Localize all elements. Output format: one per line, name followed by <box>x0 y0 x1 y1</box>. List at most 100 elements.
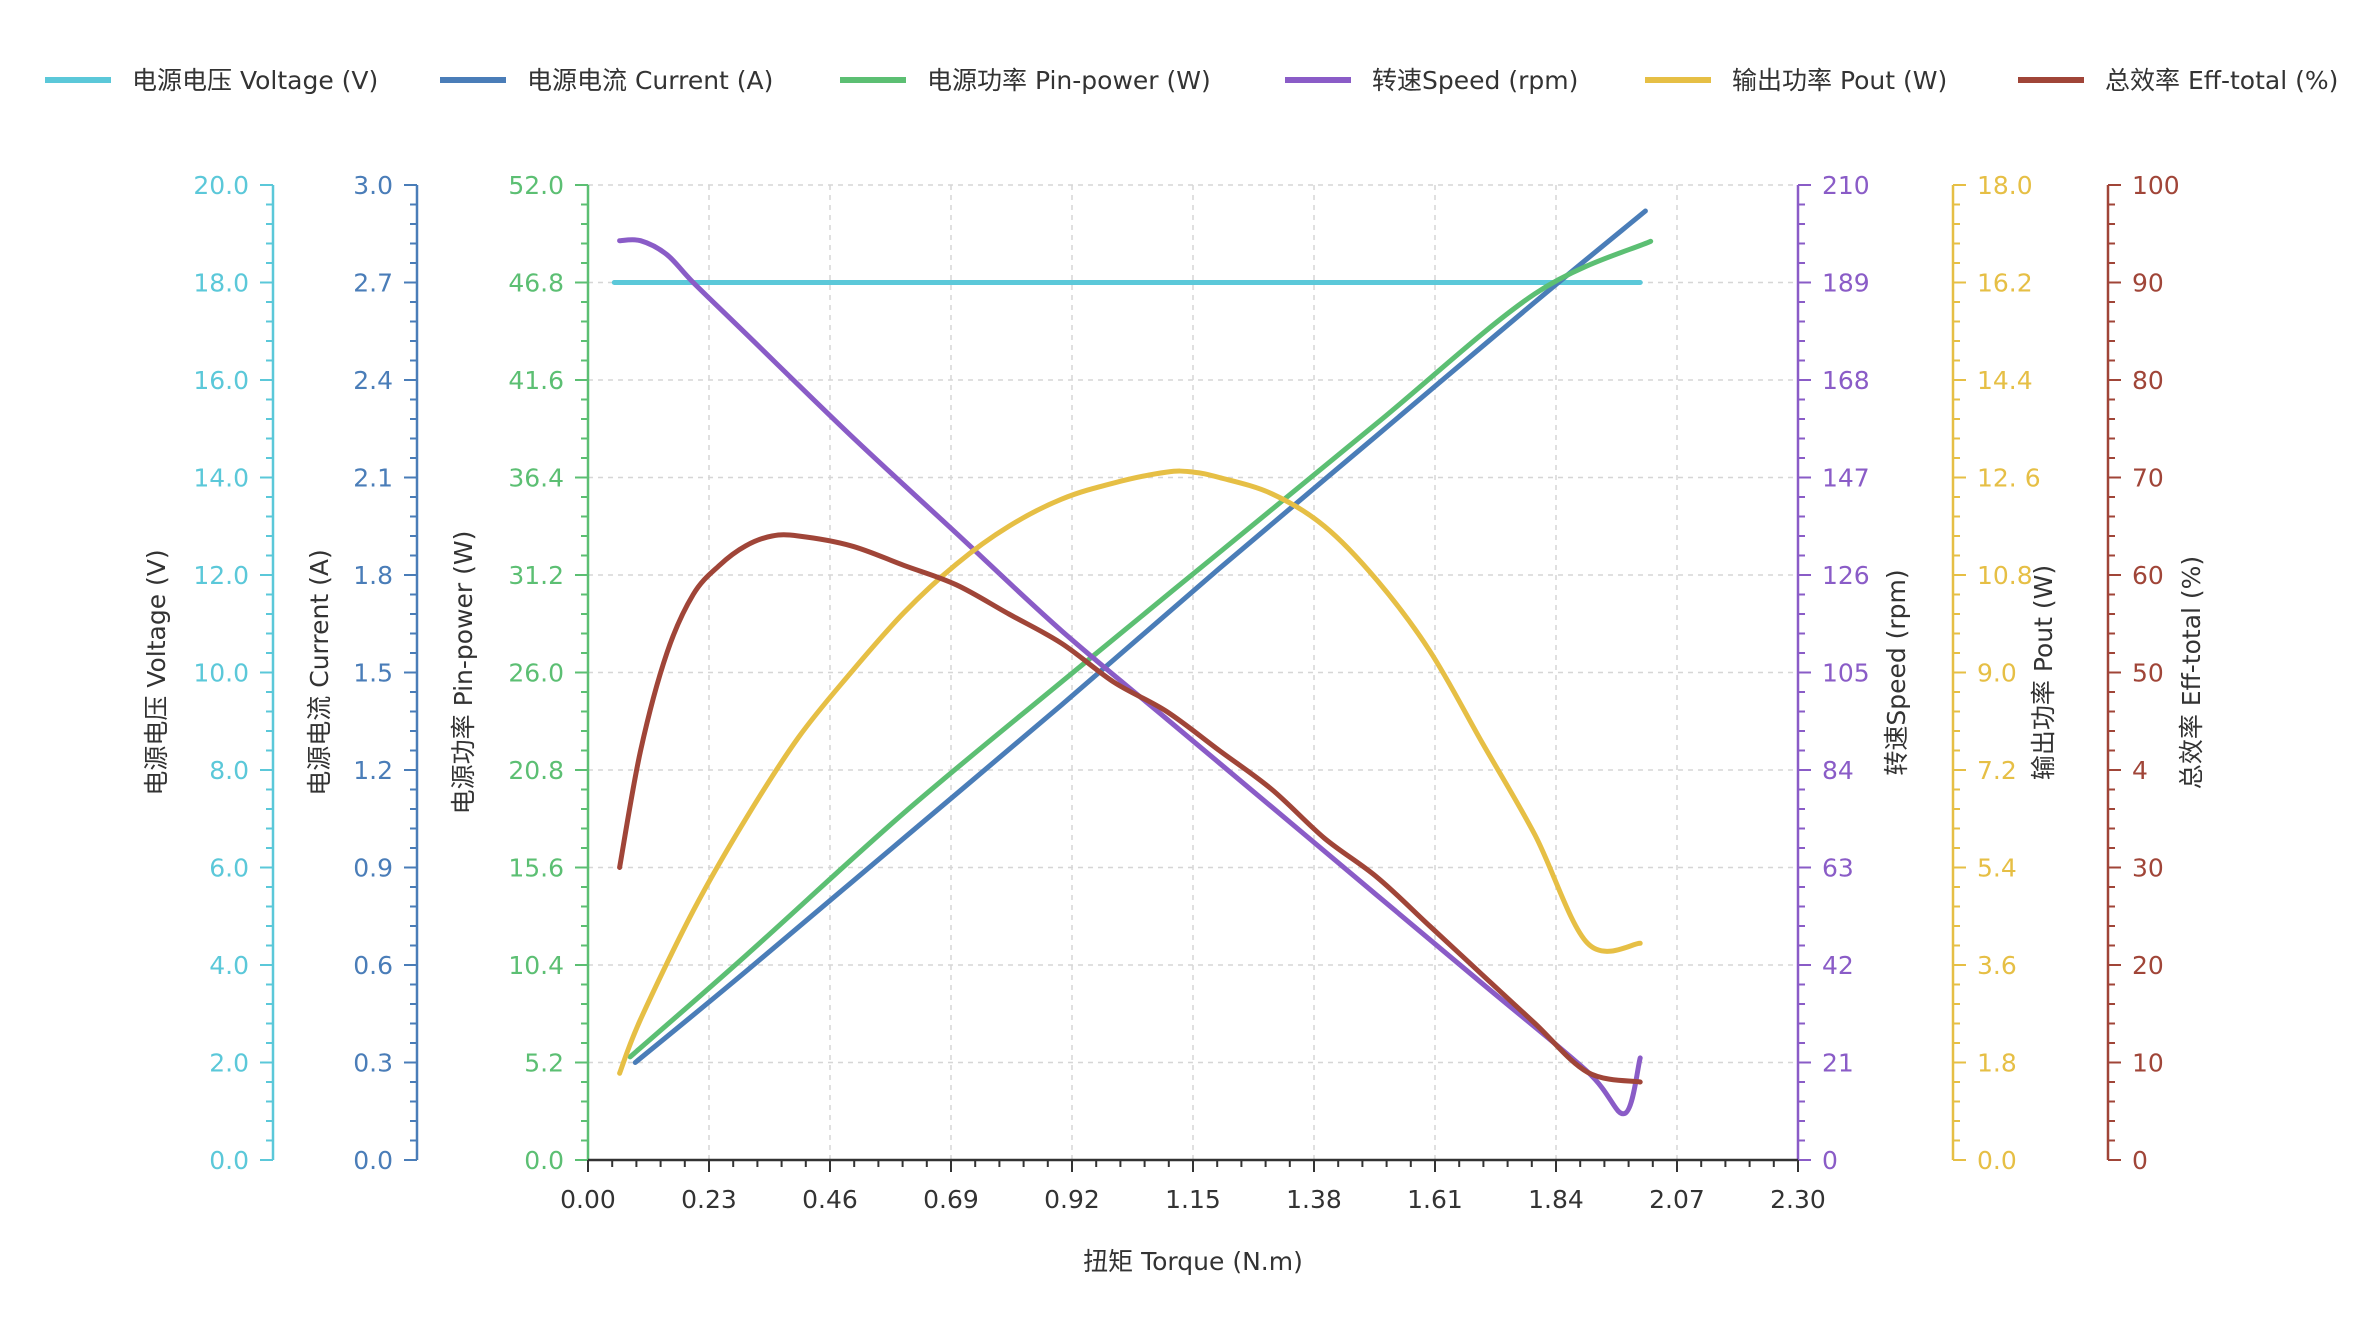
eff-tick-label: 90 <box>2132 269 2164 298</box>
pin-tick-label: 36.4 <box>508 464 564 493</box>
x-tick-label: 0.23 <box>681 1185 737 1214</box>
pout-tick-label: 9.0 <box>1977 659 2017 688</box>
x-tick-label: 0.00 <box>560 1185 616 1214</box>
current-tick-label: 1.2 <box>353 756 393 785</box>
pin-tick-label: 10.4 <box>508 951 564 980</box>
x-tick-label: 2.07 <box>1649 1185 1705 1214</box>
eff-axis-title: 总效率 Eff-total (%) <box>2177 556 2206 789</box>
series-line-speed <box>617 237 1643 1117</box>
current-tick-label: 0.6 <box>353 951 393 980</box>
pin-tick-label: 31.2 <box>508 561 564 590</box>
eff-tick-label: 0 <box>2132 1146 2148 1175</box>
x-tick-label: 1.38 <box>1286 1185 1342 1214</box>
speed-axis-title: 转速Speed (rpm) <box>1882 569 1911 775</box>
pout-tick-label: 5.4 <box>1977 854 2017 883</box>
pout-tick-label: 0.0 <box>1977 1146 2017 1175</box>
x-tick-label: 1.61 <box>1407 1185 1463 1214</box>
legend-label-current: 电源电流 Current (A) <box>527 66 773 95</box>
x-tick-label: 0.46 <box>802 1185 858 1214</box>
eff-tick-label: 80 <box>2132 366 2164 395</box>
pout-axis-title: 输出功率 Pout (W) <box>2029 565 2058 780</box>
grid <box>588 184 1799 1160</box>
x-tick-label: 2.30 <box>1770 1185 1826 1214</box>
legend-label-pin: 电源功率 Pin-power (W) <box>927 66 1211 95</box>
eff-tick-label: 70 <box>2132 464 2164 493</box>
pin-tick-label: 46.8 <box>508 269 564 298</box>
current-axis-title: 电源电流 Current (A) <box>305 549 334 795</box>
eff-tick-label: 100 <box>2132 171 2180 200</box>
speed-tick-label: 210 <box>1822 171 1870 200</box>
x-axis-title: 扭矩 Torque (N.m) <box>1083 1247 1303 1276</box>
pin-axis-title: 电源功率 Pin-power (W) <box>449 531 478 815</box>
current-tick-label: 0.9 <box>353 854 393 883</box>
speed-tick-label: 105 <box>1822 659 1870 688</box>
pout-tick-label: 1.8 <box>1977 1049 2017 1078</box>
pin-tick-label: 52.0 <box>508 171 564 200</box>
speed-tick-label: 0 <box>1822 1146 1838 1175</box>
voltage-tick-label: 0.0 <box>209 1146 249 1175</box>
eff-tick-label: 10 <box>2132 1049 2164 1078</box>
eff-tick-label: 20 <box>2132 951 2164 980</box>
series-line-eff <box>617 532 1643 1085</box>
pin-tick-label: 41.6 <box>508 366 564 395</box>
current-tick-label: 0.0 <box>353 1146 393 1175</box>
current-tick-label: 2.1 <box>353 464 393 493</box>
pout-tick-label: 3.6 <box>1977 951 2017 980</box>
voltage-tick-label: 18.0 <box>193 269 249 298</box>
current-tick-label: 1.8 <box>353 561 393 590</box>
x-tick-label: 1.15 <box>1165 1185 1221 1214</box>
voltage-tick-label: 2.0 <box>209 1049 249 1078</box>
voltage-tick-label: 6.0 <box>209 854 249 883</box>
series-line-pin <box>627 238 1654 1060</box>
pin-tick-label: 15.6 <box>508 854 564 883</box>
pin-tick-label: 5.2 <box>524 1049 564 1078</box>
speed-tick-label: 21 <box>1822 1049 1854 1078</box>
eff-tick-label: 30 <box>2132 854 2164 883</box>
current-tick-label: 2.4 <box>353 366 393 395</box>
x-tick-label: 0.92 <box>1044 1185 1100 1214</box>
legend-label-speed: 转速Speed (rpm) <box>1372 66 1578 95</box>
voltage-tick-label: 8.0 <box>209 756 249 785</box>
pout-tick-label: 10.8 <box>1977 561 2033 590</box>
legend: 电源电压 Voltage (V) 电源电流 Current (A) 电源功率 Pin… <box>45 66 2338 95</box>
speed-tick-label: 168 <box>1822 366 1870 395</box>
pout-tick-label: 14.4 <box>1977 366 2033 395</box>
pout-tick-label: 7.2 <box>1977 756 2017 785</box>
pin-tick-label: 20.8 <box>508 756 564 785</box>
pin-tick-label: 26.0 <box>508 659 564 688</box>
pout-tick-label: 18.0 <box>1977 171 2033 200</box>
pin-tick-label: 0.0 <box>524 1146 564 1175</box>
voltage-tick-label: 16.0 <box>193 366 249 395</box>
speed-tick-label: 84 <box>1822 756 1854 785</box>
legend-label-eff: 总效率 Eff-total (%) <box>2105 66 2338 95</box>
voltage-tick-label: 10.0 <box>193 659 249 688</box>
speed-tick-label: 189 <box>1822 269 1870 298</box>
axes: 0.0 2.0 4.0 6.0 8.0 10.0 12.0 14.0 16.0 18.0 20.0 电… <box>142 171 2206 1214</box>
eff-tick-label: 50 <box>2132 659 2164 688</box>
voltage-tick-label: 12.0 <box>193 561 249 590</box>
series-lines <box>611 208 1654 1117</box>
current-tick-label: 1.5 <box>353 659 393 688</box>
current-tick-label: 3.0 <box>353 171 393 200</box>
speed-tick-label: 126 <box>1822 561 1870 590</box>
speed-tick-label: 147 <box>1822 464 1870 493</box>
legend-label-pout: 输出功率 Pout (W) <box>1732 66 1947 95</box>
x-tick-label: 0.69 <box>923 1185 979 1214</box>
voltage-tick-label: 20.0 <box>193 171 249 200</box>
series-line-pout <box>617 468 1643 1076</box>
legend-label-voltage: 电源电压 Voltage (V) <box>132 66 378 95</box>
speed-tick-label: 42 <box>1822 951 1854 980</box>
eff-tick-label: 60 <box>2132 561 2164 590</box>
current-tick-label: 2.7 <box>353 269 393 298</box>
voltage-axis-title: 电源电压 Voltage (V) <box>142 549 171 795</box>
speed-tick-label: 63 <box>1822 854 1854 883</box>
pout-tick-label: 12. 6 <box>1977 464 2041 493</box>
voltage-tick-label: 4.0 <box>209 951 249 980</box>
pout-tick-label: 16.2 <box>1977 269 2033 298</box>
eff-tick-label: 4 <box>2132 756 2148 785</box>
x-tick-label: 1.84 <box>1528 1185 1584 1214</box>
series-line-current <box>632 208 1648 1065</box>
voltage-tick-label: 14.0 <box>193 464 249 493</box>
